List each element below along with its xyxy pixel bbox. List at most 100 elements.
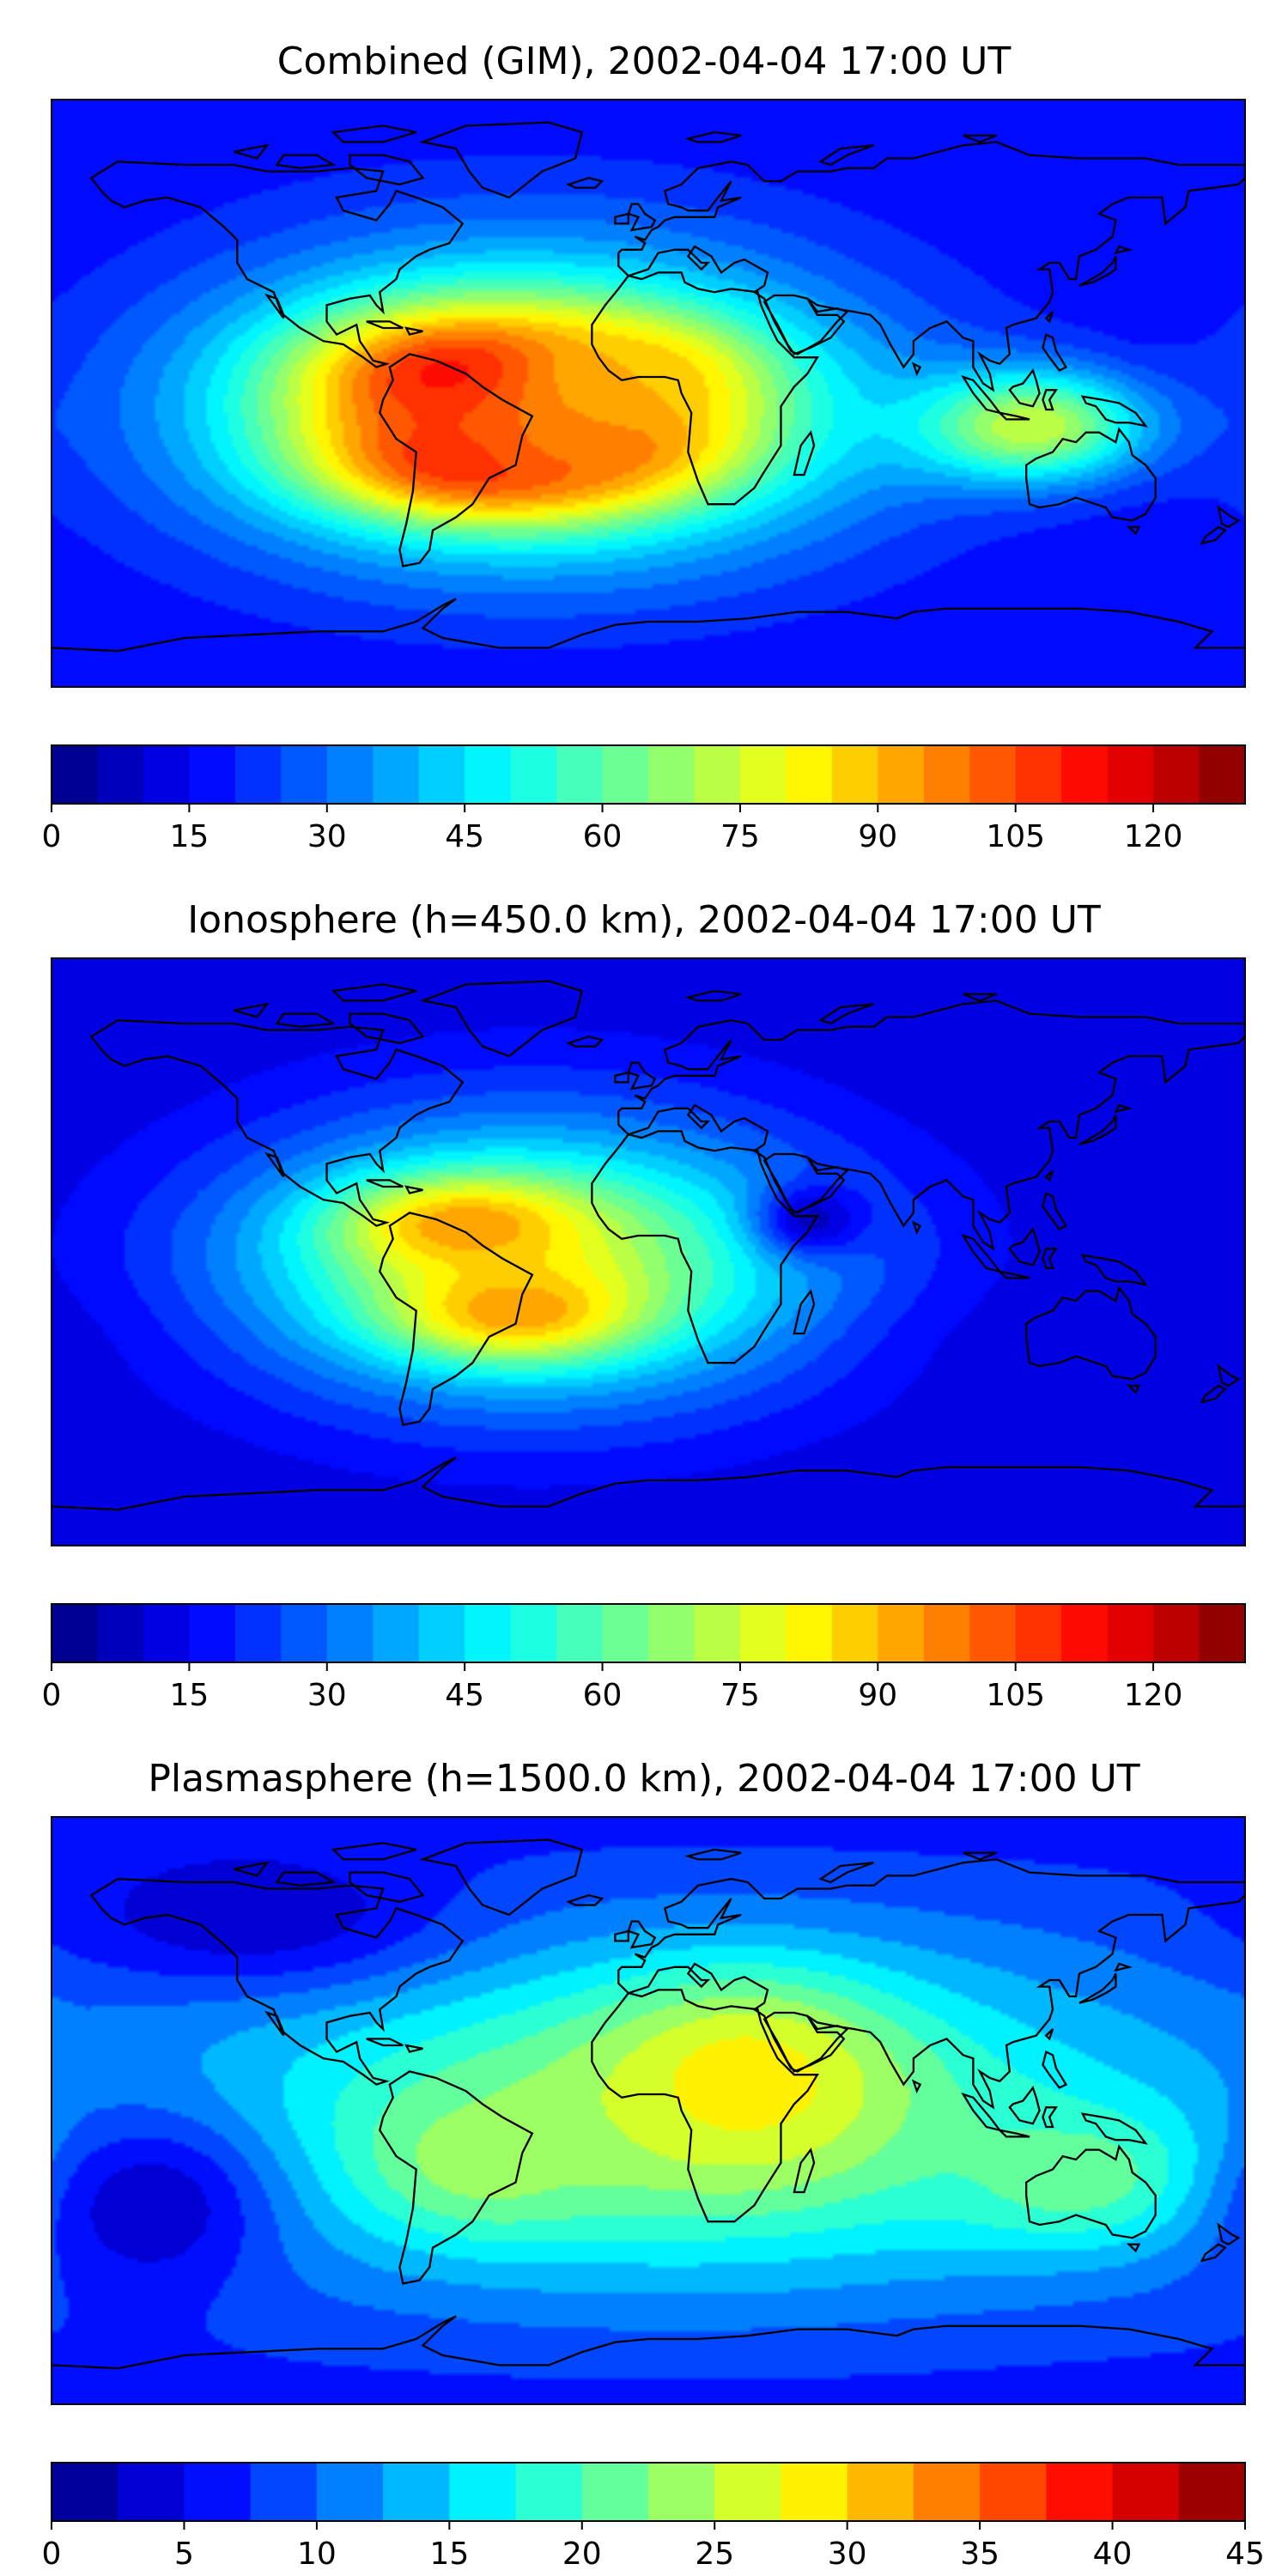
colorbar-3-tick-label: 15: [429, 2537, 469, 2572]
colorbar-1-segment: [234, 745, 282, 804]
colorbar-2-segment: [1199, 1604, 1246, 1662]
colorbar-2-segment: [648, 1604, 696, 1662]
colorbar-1-segment: [739, 745, 787, 804]
colorbar-2-segment: [97, 1604, 144, 1662]
colorbar-1-segment: [1015, 745, 1062, 804]
colorbar-2-segment: [234, 1604, 282, 1662]
colorbar-1-segment: [1107, 745, 1154, 804]
colorbar-3-segment: [847, 2463, 914, 2521]
colorbar-3-segment: [449, 2463, 517, 2521]
colorbar-3-tick-label: 5: [174, 2537, 194, 2572]
colorbar-2-segment: [1153, 1604, 1200, 1662]
colorbar-2-segment: [1015, 1604, 1062, 1662]
colorbar-2-segment: [189, 1604, 236, 1662]
colorbar-2-segment: [1061, 1604, 1109, 1662]
colorbar-3-segment: [118, 2463, 185, 2521]
colorbar-2-tick-label: 90: [858, 1678, 897, 1713]
colorbar-2-segment: [831, 1604, 878, 1662]
colorbar-1-segment: [326, 745, 374, 804]
colorbar-2-segment: [373, 1604, 420, 1662]
colorbar-1-segment: [969, 745, 1017, 804]
colorbar-3-frame: [51, 2462, 1246, 2522]
colorbar-3-tick-label: 35: [960, 2537, 999, 2572]
colorbar-2-tick-label: 0: [42, 1678, 62, 1713]
colorbar-1-tick-label: 15: [169, 819, 209, 854]
colorbar-2-segment: [556, 1604, 604, 1662]
colorbar-2-segment: [465, 1604, 512, 1662]
colorbar-3-tick-label: 0: [42, 2537, 62, 2572]
colorbar-1-segment: [465, 745, 512, 804]
colorbar-2-tick-label: 30: [307, 1678, 347, 1713]
panel-2-heatmap: [52, 958, 1245, 1546]
colorbar-3-segment: [714, 2463, 782, 2521]
panel-2-map: [51, 957, 1246, 1546]
colorbar-2-tick-label: 45: [445, 1678, 484, 1713]
colorbar-2-segment: [510, 1604, 557, 1662]
panel-3-colorbar: 0 5 10 15 20 25 30 35 40 45: [42, 2462, 1265, 2572]
colorbar-2-tick-label: 60: [583, 1678, 623, 1713]
panel-2-colorbar: 0 15 30 45 60 75 90 105 120: [42, 1603, 1246, 1713]
colorbar-3-segment: [52, 2463, 118, 2521]
colorbar-1-tick-label: 105: [986, 819, 1045, 854]
panel-3-title: Plasmasphere (h=1500.0 km), 2002-04-04 1…: [148, 1757, 1139, 1801]
colorbar-1-segment: [556, 745, 604, 804]
colorbar-1-segment: [831, 745, 878, 804]
colorbar-1-segment: [189, 745, 236, 804]
colorbar-2-segment: [923, 1604, 970, 1662]
colorbar-1-tick-label: 75: [720, 819, 760, 854]
colorbar-3-segment: [383, 2463, 450, 2521]
colorbar-1-segment: [418, 745, 465, 804]
panel-3-frame: [51, 1816, 1246, 2405]
colorbar-1-segment: [878, 745, 925, 804]
colorbar-2-segment: [143, 1604, 190, 1662]
colorbar-1-segment: [143, 745, 190, 804]
colorbar-2-segment: [878, 1604, 925, 1662]
colorbar-1-segment: [52, 745, 99, 804]
colorbar-3-segment: [1178, 2463, 1246, 2521]
colorbar-2-tick-label: 120: [1124, 1678, 1183, 1713]
panel-1-frame: [51, 99, 1246, 688]
colorbar-1-tick-label: 0: [42, 819, 62, 854]
panel-1-colorbar: 0 15 30 45 60 75 90 105 120: [42, 744, 1246, 854]
colorbar-2-segment: [281, 1604, 328, 1662]
panel-1-heatmap: [52, 100, 1245, 687]
colorbar-3-tick-label: 10: [297, 2537, 337, 2572]
panel-1-map: [51, 99, 1246, 688]
panel-2-title: Ionosphere (h=450.0 km), 2002-04-04 17:0…: [187, 898, 1101, 942]
colorbar-1-tick-label: 120: [1124, 819, 1183, 854]
colorbar-2-tick-label: 75: [720, 1678, 760, 1713]
colorbar-2-tick-label: 15: [169, 1678, 209, 1713]
colorbar-2-segment: [602, 1604, 649, 1662]
colorbar-3-segment: [648, 2463, 715, 2521]
colorbar-2-frame: [51, 1603, 1246, 1663]
panel-2-frame: [51, 957, 1246, 1546]
colorbar-1-tick-label: 60: [583, 819, 623, 854]
colorbar-3-tick-label: 25: [695, 2537, 734, 2572]
colorbar-3-segment: [1046, 2463, 1114, 2521]
colorbar-2-segment: [52, 1604, 99, 1662]
colorbar-1-segment: [1061, 745, 1109, 804]
colorbar-2-segment: [418, 1604, 465, 1662]
colorbar-3-segment: [980, 2463, 1047, 2521]
panel-3-heatmap: [52, 1817, 1245, 2404]
colorbar-1-segment: [1153, 745, 1200, 804]
colorbar-1-segment: [648, 745, 696, 804]
colorbar-2-segment: [739, 1604, 787, 1662]
colorbar-2-tick-label: 105: [986, 1678, 1045, 1713]
colorbar-2-segment: [786, 1604, 833, 1662]
colorbar-1-segment: [786, 745, 833, 804]
colorbar-1-segment: [1199, 745, 1246, 804]
colorbar-2-segment: [694, 1604, 741, 1662]
panel-1-title: Combined (GIM), 2002-04-04 17:00 UT: [277, 39, 1012, 83]
colorbar-1-tick-label: 30: [307, 819, 347, 854]
colorbar-2-segment: [326, 1604, 374, 1662]
colorbar-3-segment: [250, 2463, 318, 2521]
colorbar-3-tick-label: 40: [1093, 2537, 1133, 2572]
colorbar-1-segment: [694, 745, 741, 804]
panel-3-map: [51, 1816, 1246, 2405]
colorbar-1-segment: [97, 745, 144, 804]
colorbar-3-segment: [781, 2463, 848, 2521]
colorbar-3-segment: [316, 2463, 384, 2521]
colorbar-3-segment: [184, 2463, 252, 2521]
colorbar-3-segment: [515, 2463, 583, 2521]
